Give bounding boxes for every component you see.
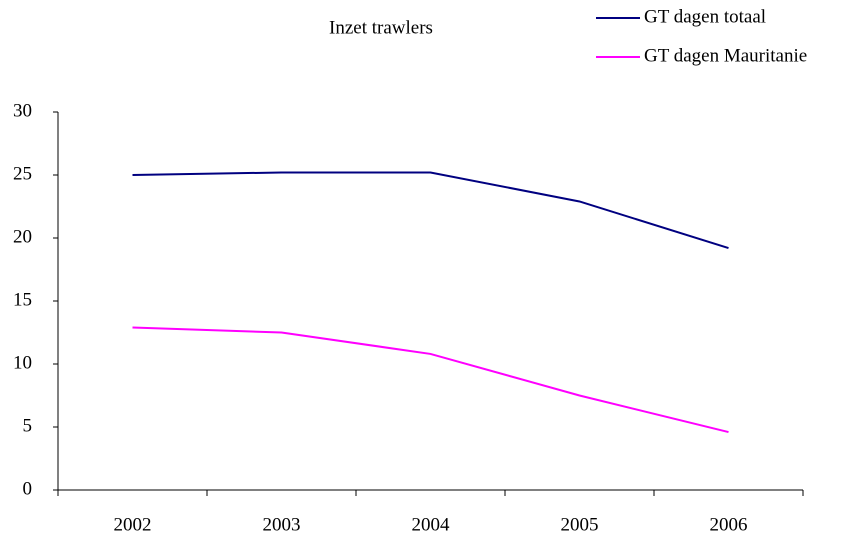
y-tick-label: 20 — [13, 226, 32, 247]
x-tick-label: 2005 — [561, 514, 599, 535]
series-line — [132, 171, 729, 250]
x-tick-label: 2006 — [710, 514, 748, 535]
legend-label: GT dagen totaal — [644, 6, 766, 27]
y-tick-label: 5 — [23, 415, 33, 436]
y-tick-label: 0 — [23, 478, 33, 499]
y-tick-label: 15 — [13, 289, 32, 310]
x-tick-label: 2004 — [412, 514, 451, 535]
x-tick-label: 2002 — [114, 514, 152, 535]
y-tick-label: 10 — [13, 352, 32, 373]
y-tick-label: 30 — [13, 100, 32, 121]
series-line — [132, 326, 729, 434]
chart-title: Inzet trawlers — [329, 17, 433, 38]
legend-label: GT dagen Mauritanie — [644, 45, 807, 66]
y-tick-label: 25 — [13, 163, 32, 184]
x-tick-label: 2003 — [263, 514, 301, 535]
